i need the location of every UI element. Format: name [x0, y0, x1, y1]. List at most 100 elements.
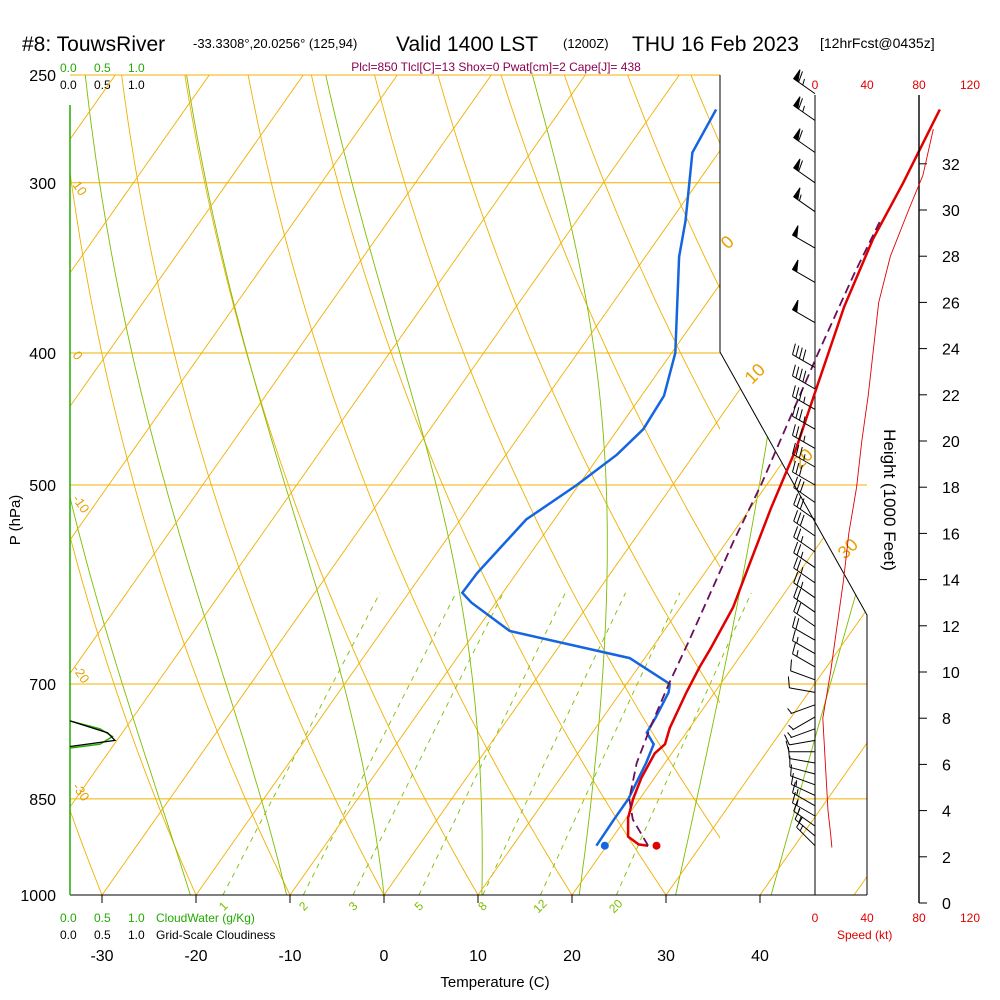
moist-adiabat — [70, 75, 200, 895]
wind-barb — [793, 586, 816, 613]
pressure-tick-label: 1000 — [20, 888, 56, 905]
wind-barb — [790, 764, 816, 786]
cloudwater-scale-bottom-2: 1.0 — [128, 911, 145, 925]
cloudwater-scale-bottom-1: 0.5 — [94, 911, 111, 925]
speed-scale-bottom-3: 120 — [960, 911, 980, 925]
dry-adiabat — [184, 75, 479, 895]
cloudiness-scale-bottom-0: 0.0 — [60, 928, 77, 942]
pressure-tick-label: 500 — [29, 478, 56, 495]
height-tick-label: 28 — [942, 249, 960, 266]
height-tick-label: 0 — [942, 896, 951, 913]
surface-dewpoint-dot — [600, 841, 609, 850]
mixing-ratio-line — [615, 592, 752, 895]
mixing-ratio-label: 3 — [346, 899, 361, 914]
cloudiness-scale-bottom-1: 0.5 — [94, 928, 111, 942]
height-tick-label: 14 — [942, 573, 960, 590]
dry-adiabat — [70, 808, 103, 895]
isotherm — [70, 75, 303, 895]
dry-adiabat — [310, 75, 667, 895]
moist-adiabat-label: 10 — [741, 360, 769, 388]
dry-adiabat — [70, 534, 197, 895]
cloudwater-scale-top-2: 1.0 — [128, 61, 145, 75]
isotherm — [70, 75, 585, 895]
dry-adiabat — [70, 169, 291, 895]
wind-barb — [793, 128, 816, 153]
height-tick-label: 2 — [942, 850, 951, 867]
wind-barb — [791, 225, 816, 249]
temp-tick-label: -30 — [90, 948, 113, 965]
wind-barb — [793, 69, 816, 95]
speed-scale-top-2: 80 — [912, 78, 926, 92]
x-axis-label: Temperature (C) — [440, 974, 549, 991]
dry-adiabat — [374, 75, 720, 839]
wind-barb — [785, 740, 815, 753]
wind-speed-profile — [822, 129, 934, 848]
wind-barb — [792, 442, 816, 468]
dewpoint-profile — [460, 108, 718, 847]
wind-barb — [787, 728, 816, 739]
speed-scale-top-0: 0 — [812, 78, 819, 92]
wind-barb — [790, 659, 816, 681]
cloudiness-scale-top-1: 0.5 — [94, 78, 111, 92]
wind-barb — [792, 343, 816, 369]
dry-adiabat — [820, 0, 1000, 924]
wind-barb — [793, 557, 816, 584]
pressure-tick-label: 700 — [29, 677, 56, 694]
mixing-ratio-label: 2 — [296, 899, 311, 914]
wind-barb — [792, 385, 816, 410]
mixing-ratio-line — [352, 592, 504, 895]
wind-barb — [793, 600, 816, 627]
forecast-tag: [12hrFcst@0435z] — [820, 35, 935, 51]
isotherm — [645, 75, 867, 895]
moist-adiabat — [298, 75, 483, 895]
plot-frame — [69, 75, 868, 896]
cloudiness-scale-bottom-2: 1.0 — [128, 928, 145, 942]
mixing-ratio-line — [302, 592, 457, 895]
temp-tick-label: -20 — [184, 948, 207, 965]
isotherm — [551, 75, 867, 895]
height-tick-label: 8 — [942, 711, 951, 728]
wind-barb — [791, 259, 816, 283]
sounding-profiles — [460, 108, 941, 850]
isotherm — [269, 75, 867, 895]
height-tick-label: 18 — [942, 480, 960, 497]
dry-adiabat — [690, 75, 720, 145]
wind-barbs — [784, 69, 816, 847]
isobar-lines — [70, 74, 867, 896]
dry-adiabats — [70, 0, 1000, 924]
pressure-tick-label: 300 — [29, 176, 56, 193]
pressure-tick-label: 250 — [29, 68, 56, 85]
wind-barb — [793, 571, 816, 599]
height-tick-label: 10 — [942, 665, 960, 682]
temp-tick-label: 0 — [380, 948, 389, 965]
temperature-profile — [626, 108, 941, 847]
mixing-ratio-label: 12 — [530, 896, 550, 916]
wind-barb — [792, 781, 816, 807]
cloudiness-curve — [69, 720, 117, 748]
wind-speed-curve — [822, 129, 934, 848]
mixing-ratio-label: 20 — [606, 896, 626, 916]
wind-barb — [793, 510, 816, 537]
cloudwater-scale-top-1: 0.5 — [94, 61, 111, 75]
wind-barb — [793, 476, 816, 503]
wind-barb — [792, 460, 816, 486]
isotherm — [81, 75, 773, 895]
height-tick-label: 30 — [942, 203, 960, 220]
cloudwater-label: CloudWater (g/Kg) — [156, 911, 255, 925]
wind-barb — [792, 642, 816, 668]
forecast-date: THU 16 Feb 2023 — [632, 33, 799, 56]
isotherm — [833, 75, 867, 895]
height-tick-label: 22 — [942, 388, 960, 405]
mixing-ratio-line — [222, 592, 381, 895]
dry-adiabat — [627, 75, 720, 290]
moist-adiabat — [495, 75, 608, 895]
speed-axis-label: Speed (kt) — [837, 928, 892, 942]
wind-barb — [792, 424, 816, 449]
speed-scale-bottom-2: 80 — [912, 911, 926, 925]
cloudwater-scale-bottom-0: 0.0 — [60, 911, 77, 925]
wind-barb — [789, 755, 816, 775]
isotherm — [363, 75, 867, 895]
